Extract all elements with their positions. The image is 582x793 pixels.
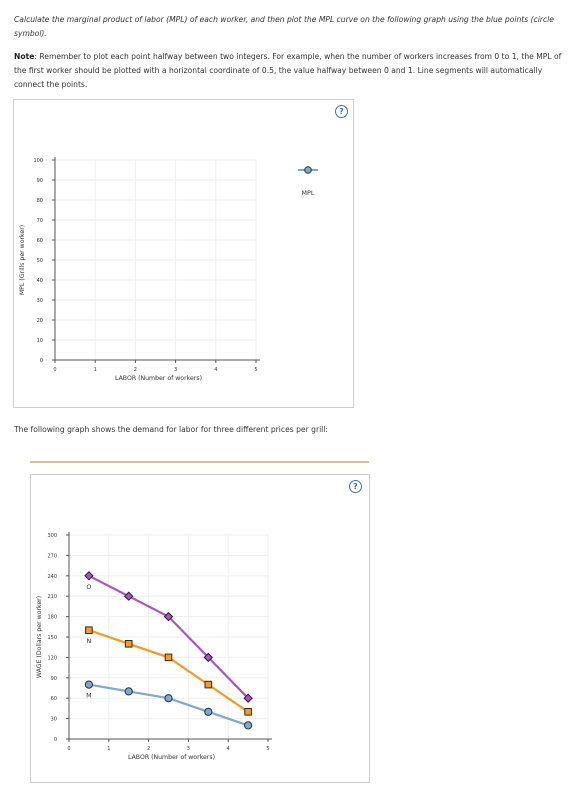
x-tick-label: 0	[53, 367, 56, 373]
x-tick-label: 4	[214, 367, 217, 373]
y-axis-label: WAGE (Dollars per worker)	[36, 596, 43, 678]
labor-demand-chart: 0 30 60 90 120 150 180 210 240 270 300 0 1 2 3 4 5 LABOR …	[36, 532, 272, 761]
y-tick-label: 120	[47, 655, 57, 661]
y-tick-label: 10	[37, 338, 43, 344]
diamond-point	[163, 611, 174, 622]
x-tick-label: 0	[67, 746, 70, 752]
x-tick-label: 4	[227, 746, 230, 752]
mpl-graph-panel[interactable]: ? 0 10 20 30 40 50 60 70 80 90 100 0 1 2 3 4 5 LABOR (Num…	[13, 99, 354, 408]
y-tick-label: 300	[47, 533, 57, 539]
y-tick-label: 240	[47, 574, 57, 580]
y-tick-label: 100	[33, 158, 43, 164]
square-point	[85, 626, 93, 634]
help-icon[interactable]: ?	[335, 105, 348, 118]
legend-circle-marker	[304, 166, 312, 174]
y-tick-label: 270	[47, 553, 57, 559]
note-label: Note	[14, 52, 35, 61]
y-tick-label: 0	[40, 358, 43, 364]
x-axis-label: LABOR (Number of workers)	[115, 375, 202, 382]
circle-point	[244, 721, 253, 730]
x-tick-label: 3	[187, 746, 190, 752]
x-tick-label: 2	[134, 367, 137, 373]
x-tick-label: 5	[266, 746, 269, 752]
series-label-m: M	[86, 692, 92, 700]
y-tick-label: 50	[37, 258, 43, 264]
y-tick-label: 40	[37, 278, 43, 284]
y-tick-label: 90	[51, 676, 57, 682]
x-axis-label: LABOR (Number of workers)	[128, 754, 215, 761]
series-line-m	[88, 683, 249, 727]
x-tick-label: 3	[174, 367, 177, 373]
y-tick-label: 60	[37, 238, 43, 244]
square-point	[244, 708, 252, 716]
legend-label: MPL	[302, 189, 315, 197]
x-tick-label: 2	[147, 746, 150, 752]
help-icon[interactable]: ?	[349, 480, 362, 493]
note-text: Note: Remember to plot each point halfwa…	[14, 50, 570, 92]
series-label-n: N	[87, 637, 92, 645]
y-tick-label: 90	[37, 178, 43, 184]
y-tick-label: 70	[37, 218, 43, 224]
y-tick-label: 20	[37, 318, 43, 324]
circle-point	[204, 707, 213, 716]
y-tick-label: 210	[47, 594, 57, 600]
x-tick-label: 5	[254, 367, 257, 373]
y-tick-label: 30	[37, 298, 43, 304]
circle-point	[124, 687, 133, 696]
square-point	[204, 680, 213, 689]
diamond-point	[84, 571, 94, 581]
y-tick-label: 150	[47, 635, 57, 641]
y-tick-label: 180	[47, 615, 57, 621]
divider	[30, 461, 369, 463]
y-tick-label: 30	[51, 717, 57, 723]
labor-demand-graph-panel[interactable]: ? 0 30 60 90 120 150 180 210 240 270 300 0 1 2 3 4 5 LABO…	[30, 474, 370, 783]
y-tick-label: 0	[54, 737, 57, 743]
series-label-o: O	[86, 583, 91, 591]
demand-intro-text: The following graph shows the demand for…	[14, 425, 328, 434]
square-point	[124, 640, 133, 648]
y-axis-label: MPL (Grills per worker)	[19, 225, 26, 295]
y-tick-label: 80	[37, 198, 43, 204]
x-tick-label: 1	[94, 367, 97, 373]
x-tick-label: 1	[107, 746, 110, 752]
mpl-graph[interactable]: 0 10 20 30 40 50 60 70 80 90 100 0 1 2 3 4 5 LABOR (Numbe…	[14, 100, 353, 407]
circle-point	[84, 680, 94, 689]
square-point	[164, 653, 173, 662]
note-body: : Remember to plot each point halfway be…	[14, 52, 562, 89]
instructions-text: Calculate the marginal product of labor …	[14, 15, 554, 38]
diamond-point	[123, 591, 134, 601]
diamond-point	[243, 693, 253, 703]
diamond-point	[203, 652, 214, 663]
y-tick-label: 60	[51, 696, 57, 702]
circle-point	[164, 694, 173, 703]
